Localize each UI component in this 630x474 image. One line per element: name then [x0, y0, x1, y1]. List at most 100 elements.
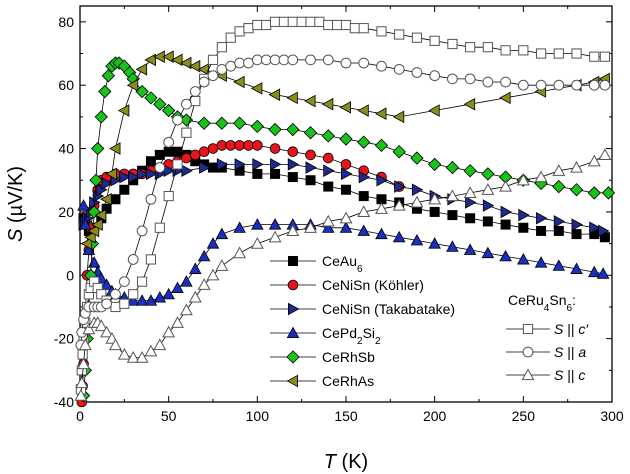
data-point	[552, 179, 566, 194]
data-point	[553, 48, 564, 59]
data-point	[77, 357, 90, 370]
data-point	[153, 338, 167, 351]
data-point	[145, 156, 156, 167]
data-point	[118, 276, 130, 288]
data-point	[553, 225, 564, 236]
data-point	[188, 290, 202, 303]
data-point	[463, 243, 477, 255]
data-point	[358, 57, 370, 69]
data-point	[463, 186, 477, 199]
y-tick-label: -20	[54, 331, 74, 347]
y-tick-label: 40	[58, 141, 74, 157]
data-point	[287, 172, 298, 183]
data-point	[304, 94, 316, 108]
data-point	[314, 16, 325, 27]
data-point	[375, 227, 388, 240]
data-point	[411, 183, 424, 197]
x-axis-title: T (K)	[324, 451, 368, 473]
legend-label: CeRu4Sn6:	[508, 292, 576, 314]
data-point	[110, 301, 121, 313]
data-point	[465, 42, 476, 53]
data-point	[394, 29, 405, 40]
legend-label-part: S	[554, 367, 564, 383]
data-point	[571, 48, 582, 59]
data-point	[75, 376, 89, 389]
data-point	[339, 101, 352, 114]
data-point	[144, 53, 156, 67]
data-point	[570, 262, 583, 274]
data-point	[598, 224, 610, 238]
data-point	[234, 140, 245, 151]
legend-label-part: c′	[578, 321, 589, 337]
series-3	[77, 199, 610, 306]
data-point	[144, 91, 158, 105]
data-point	[445, 160, 460, 175]
data-point	[304, 221, 317, 233]
series-1	[76, 140, 405, 408]
data-point	[447, 73, 458, 85]
data-point	[535, 48, 547, 59]
legend-label: CeRhSb	[322, 349, 375, 365]
data-point	[119, 170, 131, 184]
data-point	[109, 142, 121, 155]
legend-label-part: ||	[563, 367, 578, 383]
series-6	[75, 16, 611, 395]
x-tick-label: 300	[600, 408, 624, 424]
data-point	[145, 193, 157, 205]
data-point	[340, 167, 353, 181]
data-point	[339, 132, 353, 146]
data-point	[589, 51, 600, 62]
data-point	[101, 298, 112, 310]
data-point	[321, 221, 335, 233]
data-point	[252, 140, 263, 151]
data-point	[179, 56, 192, 70]
legend-label-part: S	[554, 344, 564, 360]
data-point	[535, 79, 547, 91]
data-point	[233, 75, 245, 89]
data-point	[268, 122, 282, 137]
data-point	[268, 218, 282, 230]
data-point	[517, 79, 529, 91]
data-point	[94, 110, 108, 124]
data-point	[376, 26, 387, 37]
data-point	[198, 76, 210, 88]
x-tick-label: 200	[423, 408, 447, 424]
data-point	[117, 104, 130, 117]
data-point	[260, 54, 272, 66]
data-point	[375, 107, 387, 120]
data-point	[91, 218, 103, 231]
data-point	[482, 216, 493, 227]
x-axis-unit: (K)	[336, 451, 368, 473]
data-point	[190, 95, 201, 107]
data-point	[215, 227, 229, 240]
data-point	[82, 322, 96, 335]
data-point	[268, 88, 281, 101]
data-point	[144, 344, 158, 357]
data-point	[250, 82, 263, 95]
legend-label: CeRhAs	[322, 373, 374, 389]
data-point	[110, 288, 121, 300]
data-point	[588, 79, 600, 91]
data-point	[137, 167, 149, 181]
legend-label: S || c	[554, 367, 585, 383]
data-point	[154, 162, 166, 173]
data-point	[101, 177, 114, 190]
data-point	[119, 184, 130, 195]
x-tick-label: 100	[246, 408, 270, 424]
data-point	[98, 84, 112, 99]
data-point	[171, 281, 184, 293]
data-point	[481, 183, 495, 195]
data-point	[278, 54, 290, 66]
data-point	[429, 70, 441, 82]
data-point	[77, 349, 88, 360]
y-axis-title: S (µV/K)	[5, 166, 27, 242]
data-point	[516, 173, 530, 186]
data-point	[163, 190, 174, 202]
data-point	[135, 351, 149, 363]
legend-label: CePd2Si2	[322, 325, 381, 347]
data-point	[243, 23, 254, 34]
data-point	[321, 97, 334, 111]
data-point	[349, 23, 360, 34]
data-point	[252, 168, 263, 179]
